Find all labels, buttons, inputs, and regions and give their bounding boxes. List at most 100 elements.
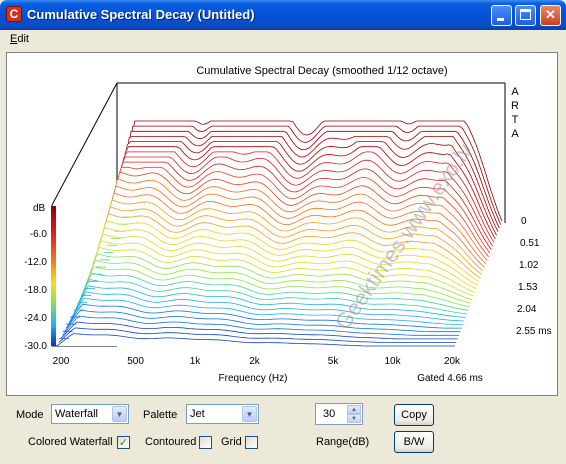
minimize-button[interactable] [491,5,512,26]
brand-letter: T [512,114,519,126]
gated-label: Gated 4.66 ms [417,373,483,384]
freq-tick-label: 200 [53,356,70,367]
chart-title: Cumulative Spectral Decay (smoothed 1/12… [196,65,447,77]
time-tick-label: 2.55 ms [516,326,552,337]
freq-tick-label: 10k [384,356,401,367]
decay-slice [78,259,472,304]
decay-slice [91,213,481,279]
grid-checkbox[interactable] [245,436,258,449]
db-tick-label: -30.0 [24,341,47,352]
decay-slice [80,253,473,300]
decay-slice [95,199,484,272]
mode-select[interactable]: Waterfall ▼ [51,404,129,424]
time-tick-label: 2.04 [517,304,537,315]
colored-waterfall-checkbox[interactable]: ✓ [117,436,130,449]
palette-value: Jet [190,408,205,420]
title-bar[interactable]: C Cumulative Spectral Decay (Untitled) ✕ [0,0,566,30]
minimize-icon [497,18,504,21]
freq-tick-label: 500 [127,356,144,367]
decay-slice [93,206,483,275]
freq-tick-label: 1k [190,356,202,367]
decay-slice [82,246,474,297]
contoured-label: Contoured [145,436,197,448]
chevron-down-icon[interactable]: ▼ [112,406,127,422]
decay-slice [114,141,497,236]
db-tick-label: -18.0 [24,285,47,296]
range-spinner[interactable]: 30 ▲ ▼ [315,403,363,425]
decay-slice [56,333,455,347]
menu-edit-accel: E [10,33,18,45]
decay-slice [77,266,470,308]
freq-tick-label: 2k [249,356,261,367]
range-label: Range(dB) [316,436,370,448]
freq-tick-label: 20k [444,356,461,367]
time-tick-label: 1.02 [519,260,539,271]
time-tick-label: 0 [521,216,527,227]
arta-app-icon[interactable]: C [6,6,22,22]
decay-slice [62,315,459,336]
bw-button[interactable]: B/W [394,431,434,453]
time-tick-label: 1.53 [518,282,538,293]
brand-letter: R [511,100,519,112]
decay-slice [84,240,476,293]
maximize-icon [520,9,531,20]
decay-slice [101,178,488,261]
decay-slice [104,166,491,254]
waterfall-slices [56,120,503,347]
color-scale-bar [51,206,56,346]
brand-letter: A [511,128,519,140]
db-tick-label: -24.0 [24,313,47,324]
contoured-checkbox[interactable] [199,436,212,449]
db-axis-label: dB [33,203,46,214]
db-tick-label: -6.0 [30,229,48,240]
spin-up-icon[interactable]: ▲ [347,405,361,414]
chevron-down-icon[interactable]: ▼ [242,406,257,422]
palette-select[interactable]: Jet ▼ [186,404,259,424]
spin-down-icon[interactable]: ▼ [347,414,361,423]
decay-slice [69,291,465,322]
copy-button[interactable]: Copy [394,404,434,426]
decay-slice [73,279,468,315]
db-tick-label: -12.0 [24,257,47,268]
decay-slice [106,161,492,250]
waterfall-chart: Cumulative Spectral Decay (smoothed 1/12… [24,65,552,384]
grid-label: Grid [221,436,242,448]
decay-slice [75,272,469,311]
decay-slice [108,156,493,247]
range-value: 30 [323,408,336,420]
decay-slice [119,125,502,225]
close-icon: ✕ [545,7,556,22]
chart-panel[interactable]: Cumulative Spectral Decay (smoothed 1/12… [6,52,558,396]
maximize-button[interactable] [515,5,536,26]
x-axis-label: Frequency (Hz) [219,373,288,384]
decay-slice [71,285,466,318]
palette-label: Palette [143,409,178,421]
decay-slice [64,309,461,333]
mode-value: Waterfall [55,408,98,420]
colored-waterfall-label: Colored Waterfall [28,436,113,448]
decay-slice [88,227,478,286]
close-button[interactable]: ✕ [540,5,561,26]
decay-slice [67,297,464,325]
window-title: Cumulative Spectral Decay (Untitled) [27,7,255,22]
brand-letter: A [511,86,519,98]
mode-label: Mode [16,409,44,421]
slice-fill [57,333,455,346]
decay-slice [103,171,489,257]
menu-edit-label: dit [17,33,29,45]
menu-edit[interactable]: Edit [10,33,29,45]
decay-slice [117,130,500,229]
decay-slice [112,146,496,240]
menu-bar: Edit [4,30,562,49]
decay-slice [60,321,458,340]
decay-slice [99,185,487,265]
decay-slice [97,192,485,268]
decay-slice [116,136,499,232]
freq-tick-label: 5k [328,356,340,367]
decay-slice [110,151,495,243]
decay-slice [121,120,503,222]
decay-slice [65,303,462,329]
decay-slice [86,233,477,290]
time-tick-label: 0.51 [520,238,540,249]
decay-slice [90,220,480,283]
